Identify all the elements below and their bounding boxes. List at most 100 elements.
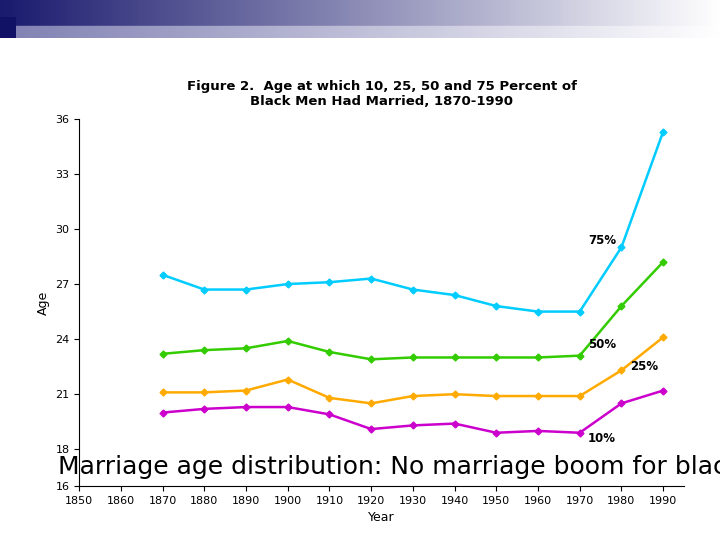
Bar xyxy=(418,26,421,38)
Bar xyxy=(547,26,551,38)
Bar xyxy=(652,26,655,38)
Bar xyxy=(284,26,288,38)
Bar xyxy=(184,0,187,26)
Bar xyxy=(403,26,407,38)
Bar xyxy=(623,0,626,26)
Bar xyxy=(407,0,410,26)
Bar xyxy=(306,26,310,38)
Bar xyxy=(378,26,382,38)
Bar xyxy=(40,0,43,26)
Bar xyxy=(547,0,551,26)
Bar xyxy=(504,26,508,38)
Bar xyxy=(133,26,137,38)
Bar xyxy=(479,0,482,26)
Bar xyxy=(371,0,374,26)
Bar xyxy=(421,0,425,26)
Bar xyxy=(130,26,133,38)
Bar xyxy=(86,26,90,38)
Bar xyxy=(94,0,97,26)
Bar xyxy=(436,26,439,38)
Bar xyxy=(475,0,479,26)
Bar xyxy=(558,26,562,38)
Bar xyxy=(464,26,468,38)
Bar xyxy=(241,0,245,26)
Bar xyxy=(299,0,302,26)
Bar xyxy=(281,0,284,26)
Bar xyxy=(436,0,439,26)
Bar xyxy=(43,0,47,26)
Bar xyxy=(565,26,569,38)
Bar xyxy=(223,26,227,38)
Bar xyxy=(346,0,349,26)
Bar xyxy=(472,0,475,26)
Bar xyxy=(691,0,695,26)
Bar xyxy=(205,0,209,26)
Bar xyxy=(245,0,248,26)
Bar xyxy=(230,0,234,26)
Bar xyxy=(119,0,122,26)
Bar xyxy=(83,0,86,26)
Bar xyxy=(270,26,274,38)
Bar xyxy=(468,0,472,26)
Bar xyxy=(97,26,101,38)
Bar xyxy=(166,26,169,38)
Bar xyxy=(367,26,371,38)
Bar xyxy=(590,26,594,38)
Bar xyxy=(32,26,36,38)
Bar xyxy=(32,0,36,26)
Bar xyxy=(580,0,583,26)
Bar xyxy=(598,0,601,26)
Text: 75%: 75% xyxy=(588,234,616,247)
Bar xyxy=(497,26,500,38)
Bar xyxy=(677,26,680,38)
Bar xyxy=(713,26,716,38)
Bar xyxy=(187,0,191,26)
Bar xyxy=(212,0,216,26)
Bar xyxy=(0,26,4,38)
Bar xyxy=(155,26,158,38)
Bar xyxy=(29,26,32,38)
Bar xyxy=(655,26,659,38)
Bar xyxy=(11,26,14,38)
Bar xyxy=(706,26,709,38)
Bar xyxy=(137,26,140,38)
Bar xyxy=(410,0,414,26)
Bar xyxy=(29,0,32,26)
Bar xyxy=(317,0,320,26)
Bar xyxy=(148,26,151,38)
Bar xyxy=(544,0,547,26)
Bar xyxy=(540,26,544,38)
Bar xyxy=(227,26,230,38)
Bar xyxy=(58,0,61,26)
Bar xyxy=(328,0,331,26)
Bar xyxy=(335,0,338,26)
Bar xyxy=(274,0,277,26)
Bar xyxy=(4,26,7,38)
Bar xyxy=(576,26,580,38)
Bar xyxy=(151,26,155,38)
Bar xyxy=(680,0,684,26)
Bar xyxy=(583,26,587,38)
Bar xyxy=(90,0,94,26)
Bar xyxy=(403,0,407,26)
Bar xyxy=(601,0,605,26)
Bar xyxy=(673,0,677,26)
Bar xyxy=(104,0,108,26)
Bar xyxy=(302,0,306,26)
Bar xyxy=(540,0,544,26)
Bar xyxy=(428,26,432,38)
Bar xyxy=(90,26,94,38)
Bar xyxy=(277,0,281,26)
Bar xyxy=(126,26,130,38)
Bar xyxy=(400,26,403,38)
Bar xyxy=(450,0,454,26)
Bar xyxy=(112,26,115,38)
Bar xyxy=(292,0,295,26)
Bar xyxy=(324,26,328,38)
Bar xyxy=(382,26,385,38)
Bar xyxy=(202,0,205,26)
Bar xyxy=(180,26,184,38)
Bar xyxy=(518,0,522,26)
Bar xyxy=(428,0,432,26)
Bar xyxy=(68,0,72,26)
